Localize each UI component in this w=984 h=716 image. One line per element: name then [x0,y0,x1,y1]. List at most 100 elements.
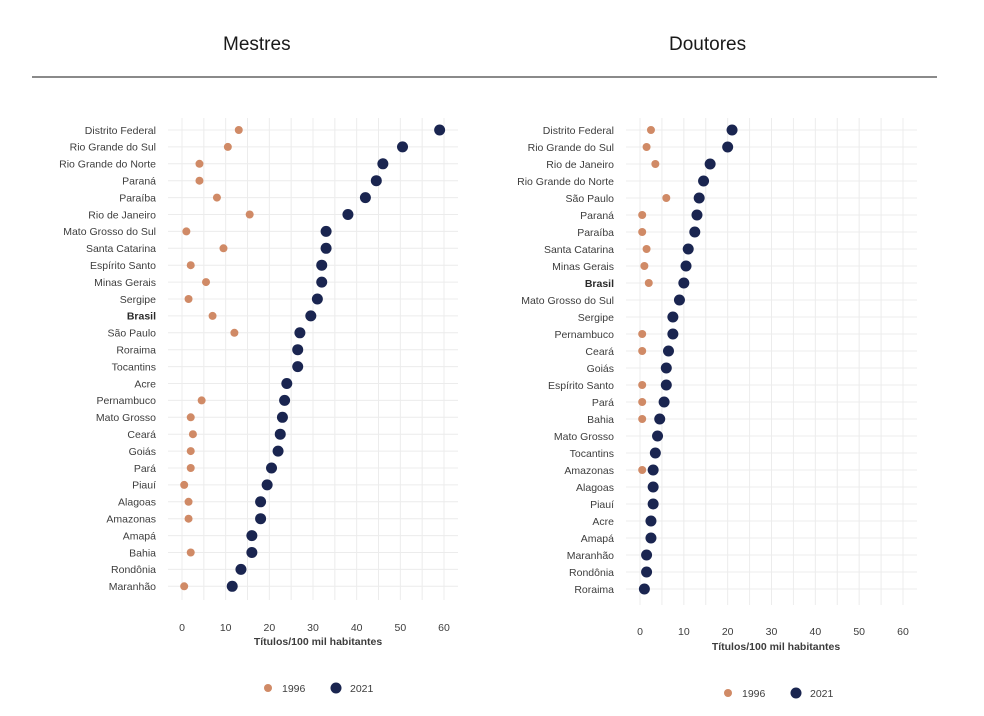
point-2021 [281,378,293,389]
legend-label-2021: 2021 [810,688,834,700]
point-1996 [662,194,671,202]
category-label: Pará [592,397,614,409]
category-label: Pará [134,463,156,475]
point-2021 [316,259,328,271]
point-1996 [197,396,206,405]
point-2021 [652,430,664,442]
point-1996 [230,328,239,337]
point-1996 [186,261,195,270]
legend-label-2021: 2021 [350,683,374,695]
legend-label-1996: 1996 [742,688,766,700]
category-label: Paraná [580,210,614,222]
point-2021 [641,549,653,561]
category-label: Mato Grosso do Sul [521,295,614,307]
point-1996 [223,142,232,151]
category-label: Goiás [129,446,156,458]
category-label: Bahia [129,547,156,559]
category-label: Brasil [127,311,156,323]
category-label: Rondônia [569,567,614,579]
point-1996 [195,159,204,168]
category-label: Sergipe [120,294,156,306]
category-label: Roraima [116,345,156,357]
point-2021 [660,362,672,374]
chart-mestres: 0 10 20 30 40 50 60 Títulos/100 mil habitantes D… [59,118,458,695]
chart-title-mestres: Mestres [223,34,291,55]
x-tick-label: 50 [394,622,406,634]
category-label: Rio Grande do Sul [70,142,156,154]
point-2021 [658,396,670,408]
point-2021 [678,277,690,289]
point-2021 [647,464,659,476]
x-tick-label: 0 [179,622,185,634]
x-tick-label: 30 [766,626,778,638]
category-label: Acre [592,516,614,528]
category-label: Rondônia [111,564,156,576]
x-tick-label: 50 [853,626,865,638]
category-label: Pernambuco [96,395,156,407]
category-label: Amazonas [106,514,156,526]
point-2021 [255,496,267,508]
category-label: Rio Grande do Norte [59,159,156,171]
point-2021 [673,294,685,306]
category-label: Santa Catarina [86,243,156,255]
legend-label-1996: 1996 [282,683,306,695]
point-1996 [642,245,651,253]
category-label: Mato Grosso do Sul [63,226,156,238]
category-label: Acre [134,378,156,390]
legend-swatch-2021 [790,687,802,699]
chart-doutores: 0 10 20 30 40 50 60 Títulos/100 mil habitantes D… [517,118,917,700]
category-label: Pernambuco [554,329,614,341]
point-2021 [246,547,258,558]
point-2021 [667,328,679,340]
point-1996 [184,514,193,523]
point-1996 [208,311,217,320]
x-tick-label: 10 [678,626,690,638]
point-2021 [691,209,703,221]
point-2021 [397,141,409,153]
category-label: Minas Gerais [94,277,156,289]
category-label: Tocantins [570,448,614,460]
point-1996 [644,279,653,287]
category-label: Brasil [585,278,614,290]
category-label: Piauí [132,480,156,492]
point-2021 [292,361,304,373]
point-1996 [186,447,195,456]
point-1996 [638,330,647,338]
point-2021 [266,462,278,474]
x-tick-label: 40 [351,622,363,634]
point-2021 [660,379,672,391]
point-2021 [370,175,382,187]
point-2021 [235,563,247,575]
point-1996 [180,480,189,489]
point-2021 [698,175,710,187]
point-1996 [188,430,197,439]
x-axis-title: Títulos/100 mil habitantes [712,641,841,653]
point-2021 [359,192,371,204]
point-2021 [689,226,701,238]
point-2021 [649,447,661,459]
point-1996 [180,582,189,591]
category-label: Paraná [122,176,156,188]
point-1996 [638,347,647,355]
legend-swatch-1996 [724,689,732,697]
point-2021 [294,327,306,339]
point-2021 [272,445,284,457]
category-label: Bahia [587,414,614,426]
point-1996 [651,160,660,168]
point-1996 [212,193,221,202]
point-2021 [645,515,657,527]
category-label: Amapá [123,530,156,542]
category-label: Rio de Janeiro [88,209,156,221]
legend-swatch-2021 [330,682,342,694]
point-2021 [641,566,653,578]
x-tick-label: 10 [220,622,232,634]
point-1996 [195,176,204,185]
category-label: Ceará [585,346,614,358]
category-label: São Paulo [108,328,157,340]
category-label: Piauí [590,499,614,511]
point-2021 [305,310,317,322]
point-2021 [342,209,354,220]
point-1996 [638,211,647,219]
point-2021 [274,428,286,440]
